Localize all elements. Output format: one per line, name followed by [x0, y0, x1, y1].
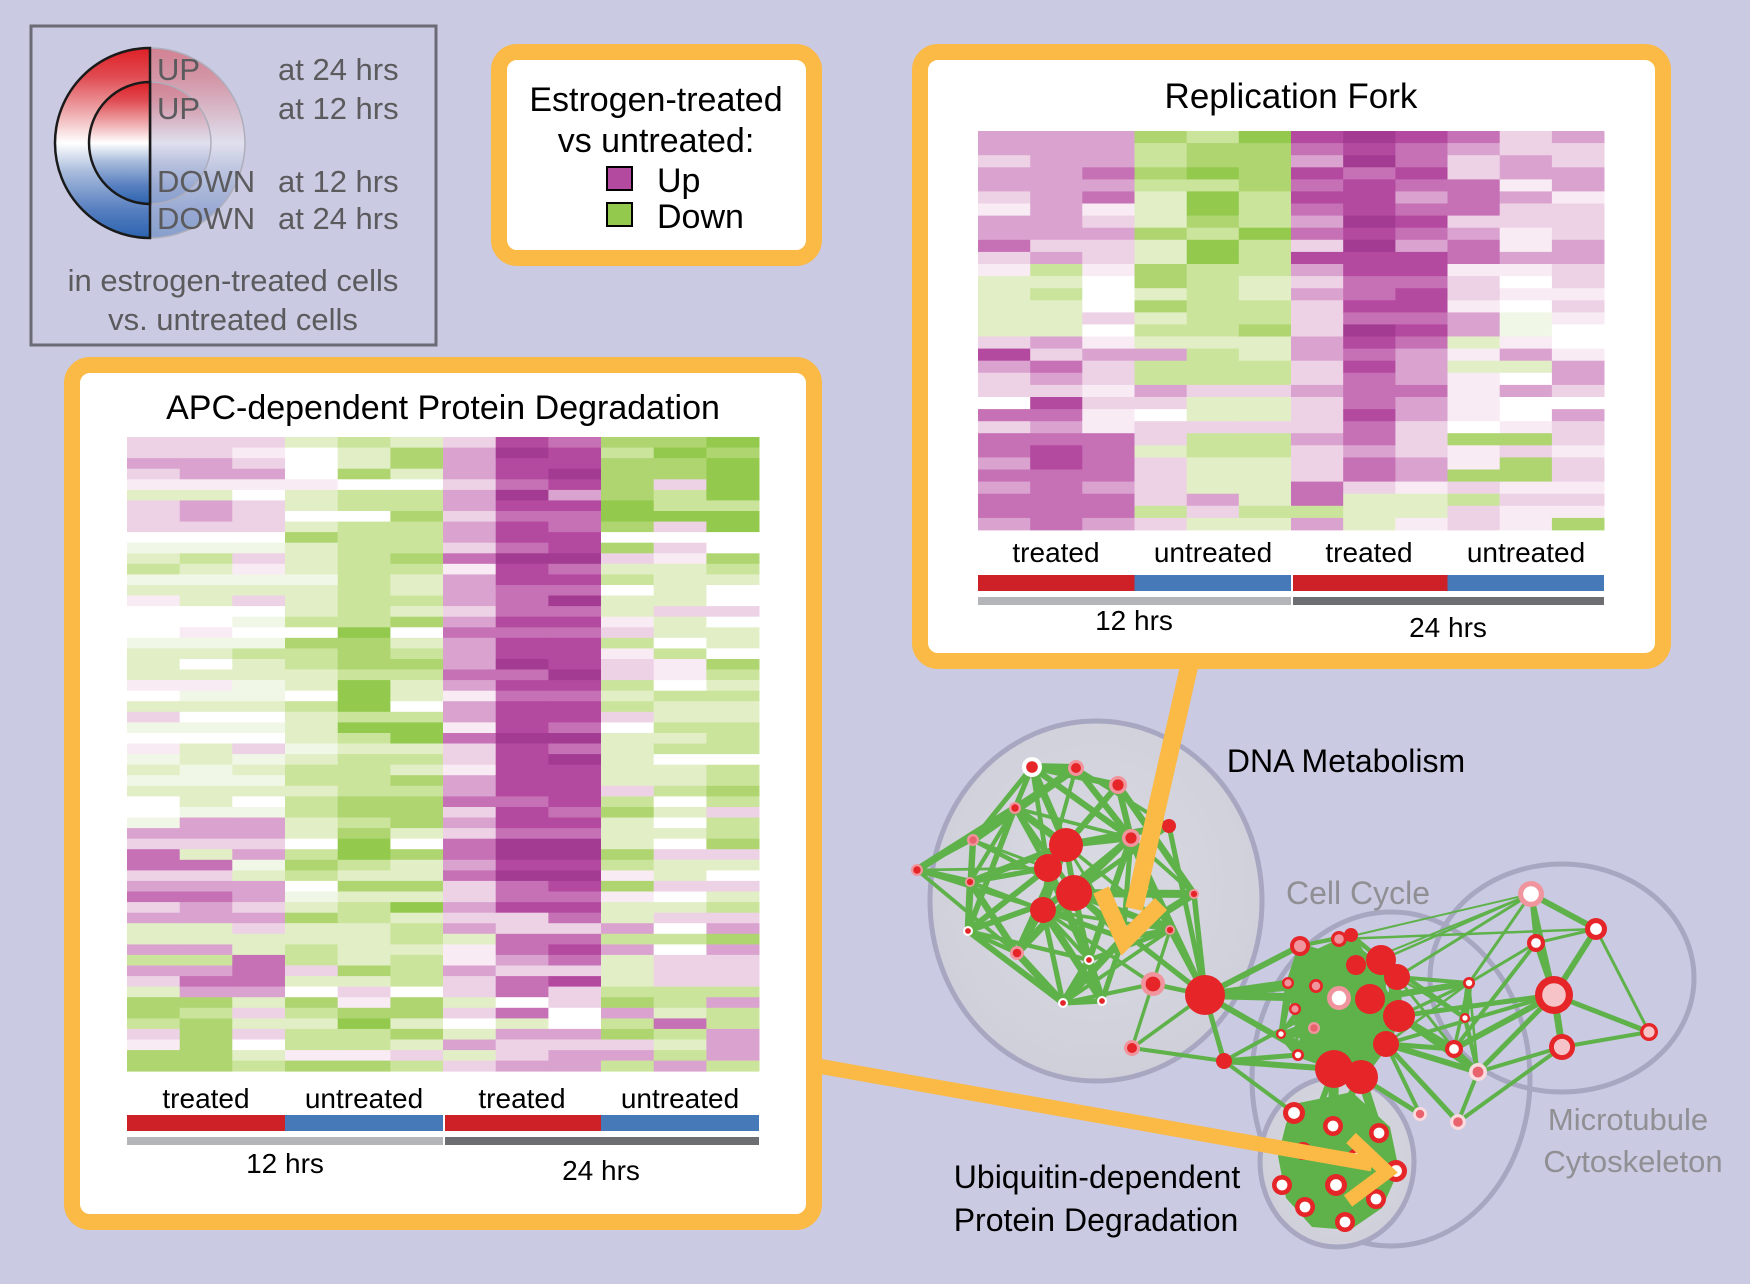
- svg-text:DOWN: DOWN: [157, 164, 255, 199]
- svg-text:12 hrs: 12 hrs: [1095, 605, 1173, 636]
- svg-text:12 hrs: 12 hrs: [246, 1148, 324, 1179]
- svg-text:UP: UP: [157, 91, 200, 126]
- svg-text:Up: Up: [657, 162, 700, 200]
- svg-text:Replication Fork: Replication Fork: [1165, 77, 1418, 116]
- svg-text:in estrogen-treated cells: in estrogen-treated cells: [68, 263, 399, 298]
- svg-text:24 hrs: 24 hrs: [562, 1155, 640, 1186]
- svg-text:DNA Metabolism: DNA Metabolism: [1227, 743, 1465, 779]
- svg-text:Cell Cycle: Cell Cycle: [1286, 875, 1430, 911]
- svg-text:Protein Degradation: Protein Degradation: [954, 1202, 1239, 1238]
- svg-text:untreated: untreated: [305, 1083, 423, 1114]
- svg-text:Cytoskeleton: Cytoskeleton: [1543, 1144, 1722, 1179]
- svg-text:treated: treated: [478, 1083, 565, 1114]
- svg-text:UP: UP: [157, 52, 200, 87]
- svg-text:treated: treated: [162, 1083, 249, 1114]
- svg-text:DOWN: DOWN: [157, 201, 255, 236]
- svg-text:Estrogen-treated: Estrogen-treated: [529, 81, 782, 119]
- svg-text:Down: Down: [657, 198, 744, 236]
- svg-text:untreated: untreated: [1154, 537, 1272, 568]
- svg-text:treated: treated: [1325, 537, 1412, 568]
- svg-text:untreated: untreated: [621, 1083, 739, 1114]
- svg-text:24 hrs: 24 hrs: [1409, 612, 1487, 643]
- svg-text:vs. untreated cells: vs. untreated cells: [108, 302, 358, 337]
- svg-text:at 24 hrs: at 24 hrs: [278, 52, 399, 87]
- svg-text:at 12 hrs: at 12 hrs: [278, 91, 399, 126]
- svg-text:vs untreated:: vs untreated:: [558, 122, 755, 160]
- svg-text:APC-dependent Protein Degradat: APC-dependent Protein Degradation: [166, 389, 720, 427]
- svg-text:treated: treated: [1012, 537, 1099, 568]
- svg-text:at 12 hrs: at 12 hrs: [278, 164, 399, 199]
- svg-text:at 24 hrs: at 24 hrs: [278, 201, 399, 236]
- svg-text:Ubiquitin-dependent: Ubiquitin-dependent: [954, 1159, 1241, 1195]
- svg-text:untreated: untreated: [1467, 537, 1585, 568]
- svg-text:Microtubule: Microtubule: [1548, 1102, 1708, 1137]
